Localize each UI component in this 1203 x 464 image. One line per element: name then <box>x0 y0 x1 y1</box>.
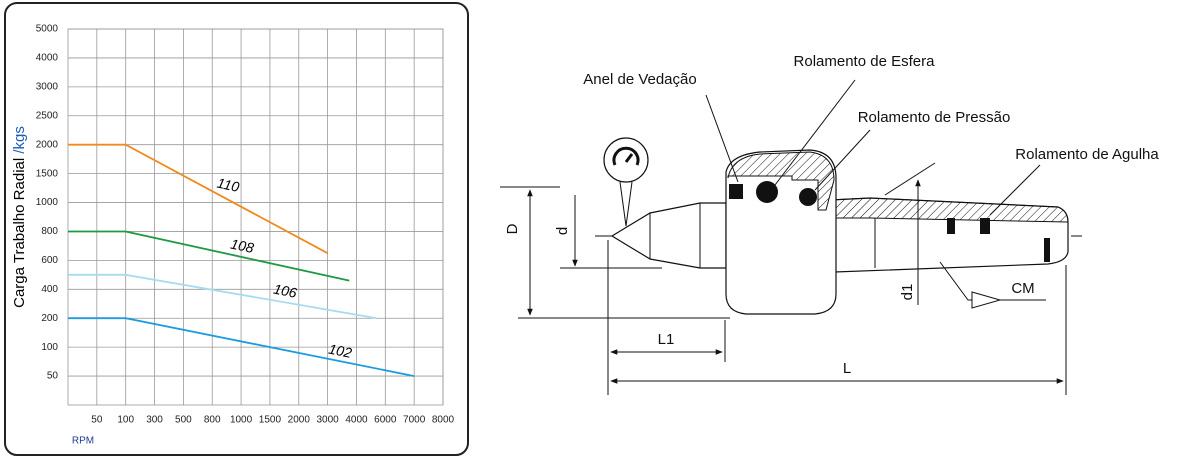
y-tick-label: 200 <box>41 313 58 324</box>
plot: 50 100 200 400 600 800 1000 1500 2000 2500 3000 400… <box>36 24 455 426</box>
y-tick-label: 100 <box>41 342 58 353</box>
x-tick-label: 2000 <box>288 415 311 426</box>
y-tick-label: 50 <box>47 371 59 382</box>
ext-line <box>884 162 936 196</box>
x-tick-label: 300 <box>146 415 163 426</box>
x-tick-label: 800 <box>204 415 221 426</box>
label: CM <box>1011 280 1034 297</box>
x-tick-label: 3000 <box>316 415 339 426</box>
needle <box>980 218 990 234</box>
x-axis-label: RPM <box>72 436 94 447</box>
series-label: 102 <box>327 340 353 361</box>
label: Anel de Vedação <box>583 71 696 88</box>
x-tick-label: 500 <box>175 415 192 426</box>
x-tick-label: 100 <box>117 415 134 426</box>
y-tick-label: 2500 <box>36 110 59 121</box>
nose <box>610 202 727 269</box>
y-axis-label: Carga Trabalho Radial /kgs <box>11 126 28 308</box>
cm-line <box>939 261 1046 301</box>
x-tick-label: 4000 <box>345 415 368 426</box>
label: d <box>554 227 571 235</box>
x-tick-label: 50 <box>91 415 103 426</box>
gauge-pointer <box>619 181 633 227</box>
series-line <box>68 273 377 320</box>
label: d1 <box>899 284 916 301</box>
cm-arrow <box>971 291 1002 309</box>
leader <box>989 164 1041 216</box>
label: L <box>843 360 851 377</box>
y-tick-label: 800 <box>41 226 58 237</box>
y-tick-label: 600 <box>41 255 58 266</box>
label: Rolamento de Esfera <box>794 53 936 70</box>
x-tick-label: 1000 <box>230 415 253 426</box>
y-unit: /kgs <box>11 126 28 154</box>
y-tick-label: 2000 <box>36 139 59 150</box>
y-tick-label: 1500 <box>36 168 59 179</box>
leader <box>774 79 856 186</box>
needle <box>1044 238 1050 262</box>
series-label: 108 <box>229 235 255 256</box>
ball <box>756 181 778 203</box>
label: Rolamento de Agulha <box>1015 146 1159 163</box>
x-tick-label: 6000 <box>374 415 397 426</box>
leader <box>814 129 871 191</box>
x-tick-label: 7000 <box>403 415 426 426</box>
y-label-text: Carga Trabalho Radial <box>11 158 28 308</box>
series-line <box>68 143 329 254</box>
series-line <box>68 230 350 282</box>
label: D <box>504 223 521 234</box>
seal-ring <box>729 184 743 199</box>
y-tick-label: 400 <box>41 284 58 295</box>
label: Rolamento de Pressão <box>858 109 1011 126</box>
gauge-arc <box>612 146 640 166</box>
x-tick-label: 8000 <box>432 415 455 426</box>
taper-hatch <box>829 197 1069 223</box>
y-tick-label: 5000 <box>36 24 59 35</box>
housing-hatch <box>727 151 835 211</box>
diagram: Anel de Vedação Rolamento de Esfera Rola… <box>500 53 1159 395</box>
series-line <box>68 317 415 377</box>
leader <box>705 94 739 183</box>
x-tick-label: 1500 <box>259 415 282 426</box>
label: L1 <box>658 331 675 348</box>
needle <box>947 218 955 234</box>
thrust-ball <box>799 188 817 206</box>
y-tick-label: 4000 <box>36 53 59 64</box>
y-tick-label: 1000 <box>36 197 59 208</box>
y-tick-label: 3000 <box>36 81 59 92</box>
series-label: 106 <box>272 280 298 301</box>
gauge-needle <box>624 153 634 163</box>
series-label: 110 <box>216 175 241 195</box>
chart-frame <box>4 2 469 456</box>
